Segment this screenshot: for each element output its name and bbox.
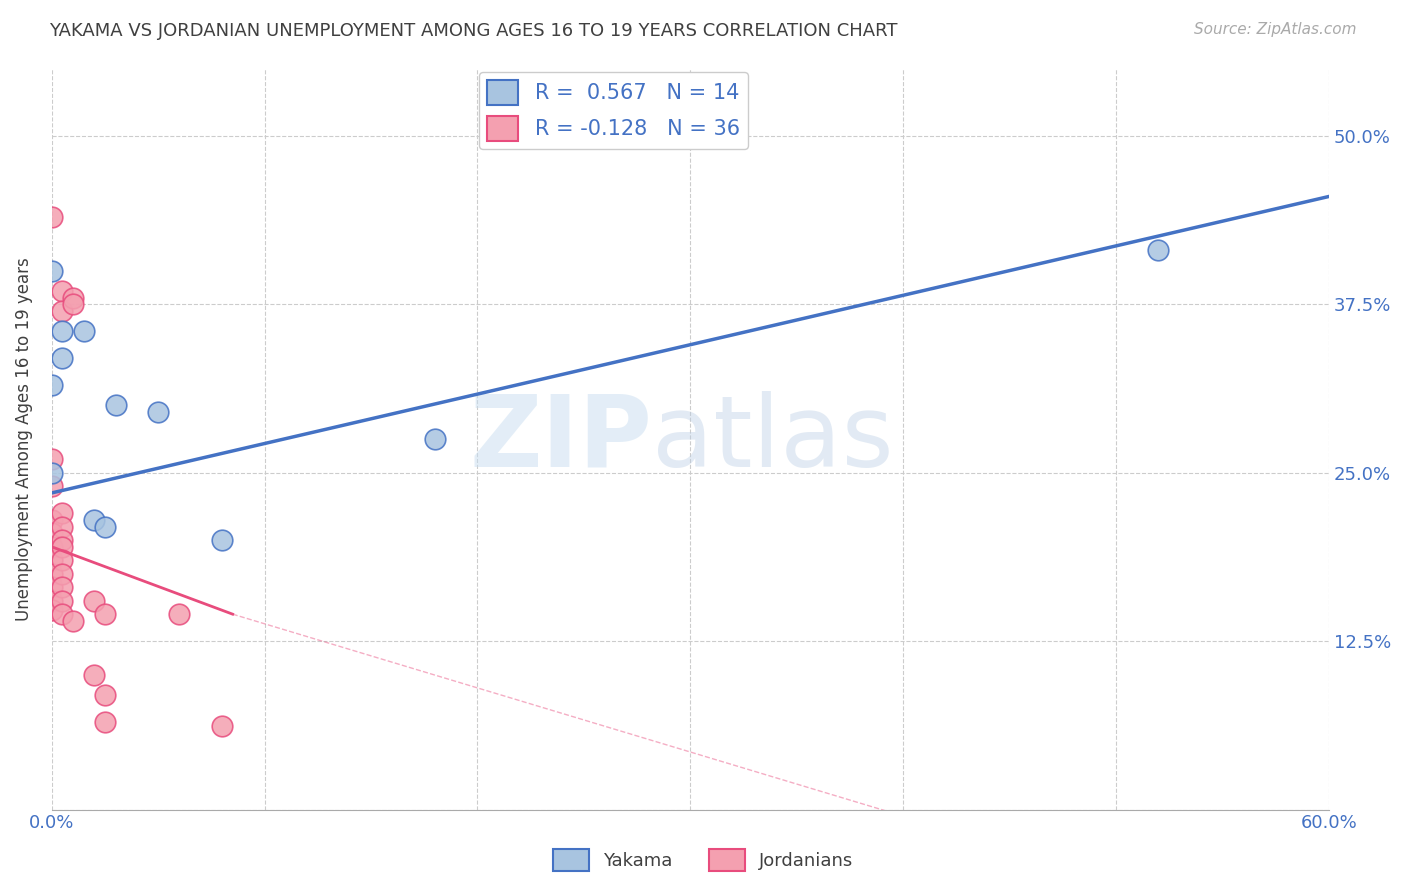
Point (83, 593, 105, 607)
Point (41, 263, 63, 277)
Point (51, 284, 73, 298)
Legend: R =  0.567   N = 14, R = -0.128   N = 36: R = 0.567 N = 14, R = -0.128 N = 36 (479, 71, 748, 150)
Point (41, 553, 63, 567)
Y-axis label: Unemployment Among Ages 16 to 19 years: Unemployment Among Ages 16 to 19 years (15, 257, 32, 621)
Text: YAKAMA VS JORDANIAN UNEMPLOYMENT AMONG AGES 16 TO 19 YEARS CORRELATION CHART: YAKAMA VS JORDANIAN UNEMPLOYMENT AMONG A… (49, 22, 897, 40)
Text: ZIP: ZIP (470, 391, 652, 488)
Point (62, 614, 84, 628)
Point (51, 607, 73, 622)
Point (51, 351, 73, 366)
Point (146, 405, 169, 419)
Point (51, 553, 73, 567)
Point (73, 324, 96, 338)
Point (51, 540, 73, 554)
Point (51, 533, 73, 547)
Legend: Yakama, Jordanians: Yakama, Jordanians (546, 842, 860, 879)
Point (41, 378, 63, 392)
Point (51, 304, 73, 318)
Point (41, 479, 63, 493)
Point (94, 607, 117, 622)
Point (94, 688, 117, 702)
Text: Source: ZipAtlas.com: Source: ZipAtlas.com (1194, 22, 1357, 37)
Point (83, 513, 105, 527)
Point (62, 297, 84, 311)
Point (41, 466, 63, 480)
Point (423, 432, 446, 446)
Point (41, 540, 63, 554)
Point (62, 291, 84, 305)
Point (1147, 244, 1170, 258)
Point (94, 714, 117, 729)
Point (41, 513, 63, 527)
Point (94, 519, 117, 533)
Point (51, 519, 73, 533)
Point (211, 719, 233, 733)
Point (51, 566, 73, 581)
Point (211, 533, 233, 547)
Point (41, 593, 63, 607)
Point (83, 668, 105, 682)
Point (41, 603, 63, 617)
Point (51, 580, 73, 594)
Point (41, 580, 63, 594)
Point (41, 210, 63, 224)
Point (41, 526, 63, 541)
Text: atlas: atlas (652, 391, 894, 488)
Point (51, 593, 73, 607)
Point (51, 506, 73, 520)
Point (41, 452, 63, 467)
Point (51, 324, 73, 338)
Point (41, 566, 63, 581)
Point (169, 607, 191, 622)
Point (104, 398, 127, 412)
